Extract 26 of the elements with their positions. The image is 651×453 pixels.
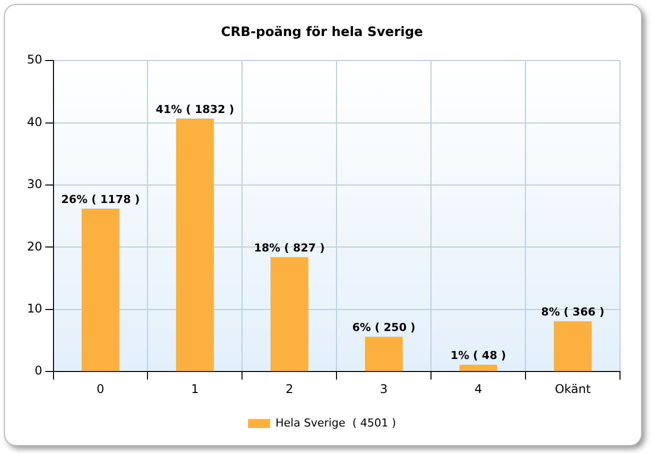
x-tick-label: 2 [286, 382, 294, 396]
bar [82, 208, 120, 372]
x-tick-label: 1 [191, 382, 199, 396]
data-label: 6% ( 250 ) [352, 321, 416, 334]
y-tick-label: 50 [26, 52, 42, 67]
bar [459, 364, 498, 372]
y-tick-label: 40 [26, 114, 42, 129]
x-tick-label: 0 [96, 382, 104, 396]
bar [364, 336, 403, 372]
data-label: 41% ( 1832 ) [156, 102, 234, 116]
data-label: 1% ( 48 ) [450, 349, 506, 362]
bar [176, 118, 214, 372]
data-label: 26% ( 1178 ) [61, 192, 140, 206]
bar [554, 321, 592, 372]
chart-title: CRB-poäng för hela Sverige [221, 25, 424, 40]
x-tick-label: Okänt [554, 382, 591, 396]
y-tick-label: 10 [26, 302, 42, 316]
y-tick-label: 0 [34, 364, 42, 378]
y-tick-label: 30 [26, 177, 42, 192]
y-tick-label: 20 [26, 239, 42, 254]
legend-label: Hela Sverige ( 4501 ) [276, 416, 396, 430]
data-label: 18% ( 827 ) [254, 242, 325, 255]
x-tick-label: 3 [380, 382, 388, 396]
bar [270, 257, 308, 372]
x-tick-label: 4 [474, 382, 482, 396]
data-label: 8% ( 366 ) [541, 306, 604, 319]
